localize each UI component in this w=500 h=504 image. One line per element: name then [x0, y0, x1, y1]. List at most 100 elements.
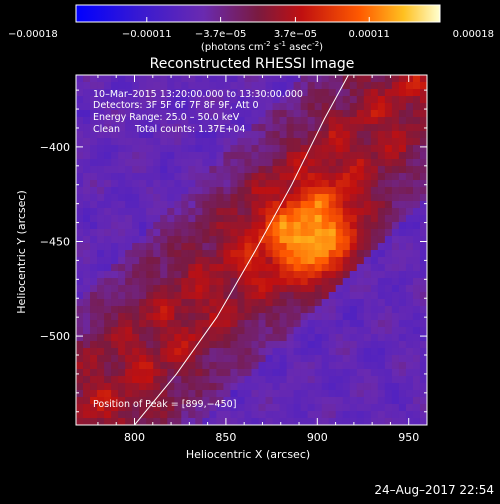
heatmap-cell: [118, 145, 126, 153]
heatmap-cell: [328, 166, 337, 174]
heatmap-cell: [384, 138, 393, 146]
heatmap-cell: [307, 404, 316, 412]
heatmap-cell: [181, 222, 189, 230]
heatmap-cell: [181, 75, 189, 83]
heatmap-cell: [398, 320, 407, 328]
heatmap-cell: [370, 292, 379, 300]
heatmap-cell: [286, 201, 295, 209]
heatmap-cell: [405, 75, 414, 83]
heatmap-cell: [419, 334, 427, 342]
heatmap-cell: [356, 376, 365, 384]
heatmap-cell: [97, 404, 105, 412]
heatmap-cell: [202, 166, 210, 174]
heatmap-cell: [90, 243, 98, 251]
heatmap-cell: [195, 103, 203, 111]
heatmap-cell: [139, 271, 147, 279]
heatmap-cell: [195, 82, 203, 90]
heatmap-cell: [237, 229, 246, 237]
heatmap-cell: [314, 194, 323, 202]
heatmap-cell: [272, 222, 281, 230]
heatmap-cell: [139, 292, 147, 300]
heatmap-cell: [286, 243, 295, 251]
heatmap-cell: [104, 383, 112, 391]
heatmap-cell: [174, 327, 182, 335]
heatmap-cell: [363, 369, 372, 377]
heatmap-cell: [342, 348, 351, 356]
heatmap-cell: [244, 152, 253, 160]
heatmap-cell: [132, 89, 140, 97]
heatmap-cell: [398, 229, 407, 237]
heatmap-cell: [202, 236, 210, 244]
heatmap-cell: [293, 411, 302, 419]
heatmap-cell: [377, 173, 386, 181]
heatmap-cell: [258, 250, 267, 258]
heatmap-cell: [412, 201, 421, 209]
heatmap-cell: [258, 257, 267, 265]
heatmap-cell: [244, 299, 253, 307]
heatmap-cell: [307, 341, 316, 349]
heatmap-cell: [265, 355, 274, 363]
heatmap-cell: [370, 236, 379, 244]
heatmap-cell: [265, 75, 274, 83]
heatmap-cell: [279, 236, 288, 244]
heatmap-cell: [300, 243, 309, 251]
heatmap-cell: [97, 243, 105, 251]
heatmap-cell: [188, 96, 196, 104]
heatmap-cell: [321, 355, 330, 363]
heatmap-cell: [146, 124, 154, 132]
heatmap-cell: [111, 257, 119, 265]
heatmap-cell: [272, 110, 281, 118]
heatmap-cell: [216, 152, 225, 160]
heatmap-cell: [370, 418, 379, 425]
heatmap-cell: [349, 390, 358, 398]
heatmap-cell: [286, 159, 295, 167]
heatmap-cell: [146, 243, 154, 251]
heatmap-cell: [335, 138, 344, 146]
heatmap-cell: [76, 110, 84, 118]
heatmap-cell: [335, 103, 344, 111]
heatmap-cell: [160, 222, 168, 230]
heatmap-cell: [237, 355, 246, 363]
heatmap-cell: [377, 383, 386, 391]
heatmap-cell: [104, 362, 112, 370]
heatmap-cell: [160, 180, 168, 188]
heatmap-cell: [321, 110, 330, 118]
heatmap-cell: [335, 159, 344, 167]
heatmap-cell: [230, 299, 239, 307]
heatmap-cell: [258, 159, 267, 167]
heatmap-cell: [328, 299, 337, 307]
heatmap-cell: [391, 411, 400, 419]
heatmap-cell: [286, 187, 295, 195]
heatmap-cell: [314, 124, 323, 132]
heatmap-cell: [125, 138, 133, 146]
heatmap-cell: [314, 180, 323, 188]
heatmap-cell: [412, 103, 421, 111]
heatmap-cell: [279, 362, 288, 370]
heatmap-cell: [265, 418, 274, 425]
heatmap-cell: [188, 369, 196, 377]
heatmap-cell: [146, 75, 154, 83]
heatmap-cell: [377, 320, 386, 328]
heatmap-cell: [181, 159, 189, 167]
heatmap-cell: [125, 348, 133, 356]
heatmap-cell: [300, 292, 309, 300]
heatmap-cell: [405, 250, 414, 258]
heatmap-cell: [419, 117, 427, 125]
heatmap-cell: [349, 383, 358, 391]
heatmap-cell: [188, 173, 196, 181]
heatmap-cell: [83, 257, 91, 265]
heatmap-cell: [279, 180, 288, 188]
heatmap-cell: [97, 187, 105, 195]
heatmap-cell: [153, 320, 161, 328]
heatmap-cell: [125, 89, 133, 97]
heatmap-cell: [209, 173, 217, 181]
heatmap-cell: [398, 418, 407, 425]
heatmap-cell: [195, 390, 203, 398]
heatmap-cell: [202, 96, 210, 104]
heatmap-cell: [335, 166, 344, 174]
heatmap-cell: [342, 124, 351, 132]
heatmap-cell: [328, 348, 337, 356]
heatmap-cell: [216, 236, 225, 244]
heatmap-cell: [139, 194, 147, 202]
heatmap-cell: [335, 355, 344, 363]
